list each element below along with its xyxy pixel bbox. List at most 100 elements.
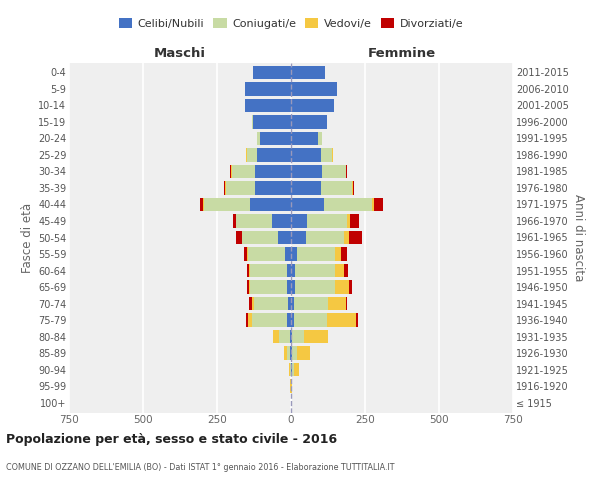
Bar xyxy=(291,66,325,79)
Bar xyxy=(236,230,242,244)
Bar xyxy=(291,330,292,344)
Bar xyxy=(250,280,287,294)
Bar xyxy=(320,181,352,194)
Bar xyxy=(226,181,256,194)
Y-axis label: Anni di nascita: Anni di nascita xyxy=(572,194,586,281)
Bar xyxy=(356,314,358,327)
Bar xyxy=(256,164,291,178)
Bar xyxy=(294,363,299,376)
Bar xyxy=(291,264,295,278)
Y-axis label: Fasce di età: Fasce di età xyxy=(20,202,34,272)
Bar xyxy=(291,132,317,145)
Bar xyxy=(248,297,251,310)
Bar xyxy=(291,148,320,162)
Bar xyxy=(291,82,337,96)
Bar xyxy=(288,297,291,310)
Bar xyxy=(291,164,322,178)
Bar xyxy=(341,247,347,261)
Bar xyxy=(287,314,291,327)
Bar xyxy=(326,314,356,327)
Bar xyxy=(322,164,346,178)
Bar xyxy=(253,66,291,79)
Bar xyxy=(246,314,248,327)
Bar xyxy=(295,264,335,278)
Bar xyxy=(232,164,256,178)
Bar xyxy=(248,314,252,327)
Bar xyxy=(328,297,346,310)
Bar xyxy=(297,247,335,261)
Bar xyxy=(317,132,322,145)
Text: Popolazione per età, sesso e stato civile - 2016: Popolazione per età, sesso e stato civil… xyxy=(6,432,337,446)
Bar xyxy=(344,264,348,278)
Bar xyxy=(291,280,295,294)
Bar xyxy=(292,330,304,344)
Bar xyxy=(295,280,335,294)
Bar xyxy=(250,198,291,211)
Text: Maschi: Maschi xyxy=(154,47,206,60)
Bar xyxy=(247,148,257,162)
Bar xyxy=(291,297,294,310)
Bar xyxy=(320,148,332,162)
Bar xyxy=(306,230,344,244)
Bar xyxy=(352,181,353,194)
Bar xyxy=(349,280,352,294)
Bar xyxy=(233,214,236,228)
Bar xyxy=(287,264,291,278)
Bar xyxy=(290,363,291,376)
Bar xyxy=(287,280,291,294)
Bar xyxy=(291,346,292,360)
Bar xyxy=(200,198,203,211)
Text: COMUNE DI OZZANO DELL'EMILIA (BO) - Dati ISTAT 1° gennaio 2016 - Elaborazione TU: COMUNE DI OZZANO DELL'EMILIA (BO) - Dati… xyxy=(6,462,395,471)
Bar xyxy=(346,164,347,178)
Bar xyxy=(247,280,249,294)
Bar xyxy=(335,247,341,261)
Bar xyxy=(278,230,291,244)
Bar xyxy=(291,247,297,261)
Bar xyxy=(249,280,250,294)
Bar xyxy=(291,115,326,128)
Bar xyxy=(353,181,354,194)
Bar xyxy=(248,264,250,278)
Bar xyxy=(291,230,306,244)
Bar xyxy=(284,346,287,360)
Bar xyxy=(260,132,291,145)
Bar xyxy=(254,297,288,310)
Bar xyxy=(291,181,320,194)
Bar xyxy=(236,214,272,228)
Bar xyxy=(346,297,347,310)
Bar xyxy=(290,330,291,344)
Bar xyxy=(257,148,291,162)
Text: Femmine: Femmine xyxy=(368,47,436,60)
Bar xyxy=(287,346,290,360)
Bar xyxy=(251,297,254,310)
Bar xyxy=(304,330,328,344)
Bar xyxy=(285,247,291,261)
Bar xyxy=(374,198,383,211)
Bar xyxy=(247,264,248,278)
Bar xyxy=(230,164,231,178)
Bar xyxy=(291,314,294,327)
Bar xyxy=(292,363,294,376)
Bar xyxy=(344,230,349,244)
Bar xyxy=(349,230,362,244)
Bar xyxy=(244,247,247,261)
Bar xyxy=(350,214,359,228)
Bar xyxy=(203,198,250,211)
Bar xyxy=(291,98,334,112)
Bar xyxy=(373,198,374,211)
Bar xyxy=(257,132,260,145)
Bar xyxy=(256,181,291,194)
Bar xyxy=(291,198,323,211)
Bar xyxy=(291,363,292,376)
Bar xyxy=(296,346,310,360)
Bar xyxy=(291,214,307,228)
Bar xyxy=(250,264,287,278)
Bar xyxy=(279,330,290,344)
Bar xyxy=(245,82,291,96)
Bar xyxy=(272,214,291,228)
Bar xyxy=(291,380,292,393)
Bar xyxy=(335,264,344,278)
Legend: Celibi/Nubili, Coniugati/e, Vedovi/e, Divorziati/e: Celibi/Nubili, Coniugati/e, Vedovi/e, Di… xyxy=(115,14,467,34)
Bar xyxy=(335,280,349,294)
Bar xyxy=(289,363,290,376)
